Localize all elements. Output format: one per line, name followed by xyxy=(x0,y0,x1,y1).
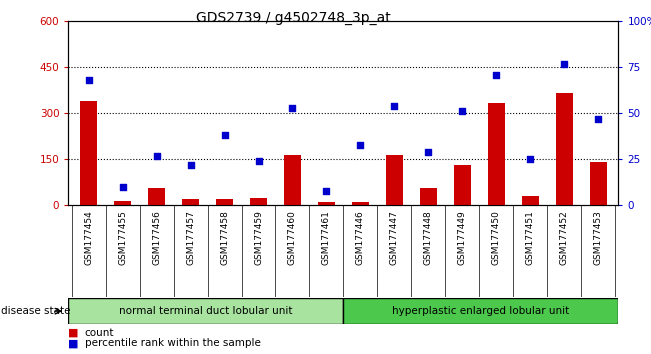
Point xyxy=(457,109,467,114)
Bar xyxy=(318,202,335,205)
Bar xyxy=(182,199,199,205)
Bar xyxy=(148,188,165,205)
Text: GSM177451: GSM177451 xyxy=(525,210,534,265)
Point xyxy=(321,188,331,193)
Text: GSM177456: GSM177456 xyxy=(152,210,161,265)
Bar xyxy=(521,196,538,205)
Bar xyxy=(488,103,505,205)
Point xyxy=(355,142,366,147)
Bar xyxy=(420,188,437,205)
Point xyxy=(525,156,535,162)
Bar xyxy=(352,202,369,205)
Text: normal terminal duct lobular unit: normal terminal duct lobular unit xyxy=(119,306,293,316)
Point xyxy=(389,103,400,109)
Bar xyxy=(216,199,233,205)
Text: disease state: disease state xyxy=(1,306,71,316)
Point xyxy=(593,116,603,122)
Bar xyxy=(590,162,607,205)
Point xyxy=(186,162,196,168)
Point xyxy=(287,105,298,110)
Text: GSM177447: GSM177447 xyxy=(390,210,399,265)
Text: count: count xyxy=(85,328,114,338)
Text: percentile rank within the sample: percentile rank within the sample xyxy=(85,338,260,348)
Text: GSM177454: GSM177454 xyxy=(84,210,93,265)
Text: GSM177455: GSM177455 xyxy=(118,210,127,265)
Point xyxy=(491,72,501,78)
Text: GSM177460: GSM177460 xyxy=(288,210,297,265)
Text: GSM177458: GSM177458 xyxy=(220,210,229,265)
Text: ■: ■ xyxy=(68,338,79,348)
Bar xyxy=(556,93,573,205)
Text: GSM177459: GSM177459 xyxy=(254,210,263,265)
Text: GSM177452: GSM177452 xyxy=(560,210,568,265)
Bar xyxy=(344,298,618,324)
Bar xyxy=(284,155,301,205)
Text: hyperplastic enlarged lobular unit: hyperplastic enlarged lobular unit xyxy=(393,306,570,316)
Point xyxy=(117,184,128,190)
Bar xyxy=(68,298,344,324)
Point xyxy=(152,153,162,159)
Point xyxy=(253,158,264,164)
Text: GSM177457: GSM177457 xyxy=(186,210,195,265)
Point xyxy=(219,132,230,138)
Text: ■: ■ xyxy=(68,328,79,338)
Text: GSM177449: GSM177449 xyxy=(458,210,467,265)
Bar xyxy=(454,165,471,205)
Text: GSM177450: GSM177450 xyxy=(492,210,501,265)
Text: GSM177448: GSM177448 xyxy=(424,210,433,265)
Bar xyxy=(386,155,403,205)
Text: GSM177461: GSM177461 xyxy=(322,210,331,265)
Point xyxy=(423,149,434,155)
Text: GSM177453: GSM177453 xyxy=(594,210,603,265)
Text: GSM177446: GSM177446 xyxy=(356,210,365,265)
Point xyxy=(83,77,94,83)
Bar xyxy=(80,101,97,205)
Bar xyxy=(250,198,267,205)
Bar xyxy=(114,201,131,205)
Point xyxy=(559,61,570,67)
Text: GDS2739 / g4502748_3p_at: GDS2739 / g4502748_3p_at xyxy=(195,11,391,25)
